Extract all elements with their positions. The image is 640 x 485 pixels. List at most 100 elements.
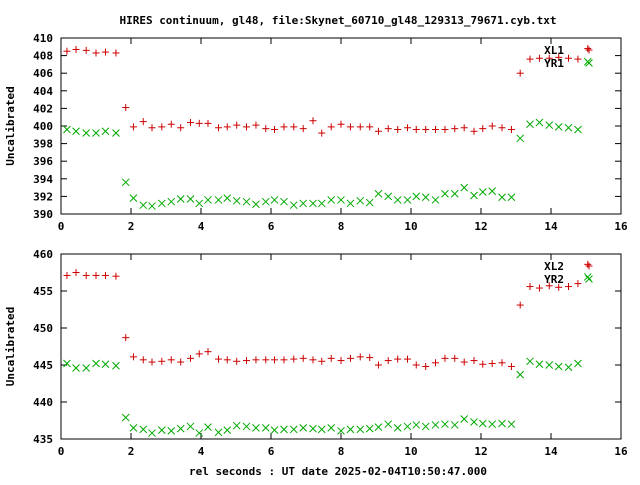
data-point — [545, 282, 553, 290]
data-point — [289, 425, 298, 434]
data-point — [176, 424, 185, 433]
data-point — [327, 123, 335, 131]
data-point — [101, 271, 109, 279]
data-point — [384, 192, 393, 201]
y-tick-label: 392 — [33, 190, 53, 203]
legend-label-yr2: YR2 — [544, 273, 564, 286]
x-tick-label: 14 — [544, 445, 558, 458]
x-tick-label: 4 — [198, 445, 205, 458]
data-point — [122, 334, 130, 342]
data-point — [63, 271, 71, 279]
x-tick-label: 10 — [404, 445, 417, 458]
data-point — [374, 423, 383, 432]
data-point — [526, 357, 534, 366]
series-xl1 — [63, 45, 592, 137]
data-point — [535, 118, 544, 127]
y-tick-label: 402 — [33, 102, 53, 115]
data-point — [535, 54, 543, 62]
data-point — [148, 429, 156, 437]
data-point — [498, 419, 506, 428]
y-tick-label: 440 — [33, 396, 53, 409]
data-point — [432, 359, 439, 367]
data-point — [101, 360, 110, 369]
data-point — [92, 359, 100, 368]
data-point — [317, 425, 326, 434]
data-point — [187, 118, 194, 126]
data-point — [157, 199, 166, 208]
data-point — [516, 134, 525, 143]
data-point — [432, 126, 439, 134]
data-point — [204, 348, 212, 356]
data-point — [470, 418, 478, 426]
data-point — [507, 193, 516, 202]
data-point — [404, 355, 411, 363]
data-point — [299, 199, 308, 208]
y-axis-label: Uncalibrated — [4, 86, 17, 165]
x-tick-label: 4 — [198, 220, 205, 233]
data-point — [346, 199, 355, 208]
data-point — [232, 196, 241, 205]
legend-marker-yr1 — [585, 59, 593, 67]
data-point — [280, 356, 288, 364]
data-point — [526, 120, 534, 129]
data-point — [129, 123, 137, 131]
data-point — [337, 427, 345, 435]
y-tick-label: 410 — [33, 32, 53, 45]
data-point — [252, 200, 260, 209]
data-point — [215, 355, 222, 363]
data-point — [195, 429, 204, 437]
data-point — [186, 422, 195, 431]
x-tick-label: 8 — [338, 445, 345, 458]
data-point — [412, 126, 420, 134]
x-tick-label: 2 — [128, 445, 135, 458]
data-point — [374, 189, 383, 198]
legend-marker-yr2 — [585, 275, 593, 283]
legend-marker-xl1 — [585, 46, 593, 54]
data-point — [441, 126, 449, 134]
data-point — [252, 424, 260, 432]
data-point — [242, 197, 251, 206]
data-point — [214, 196, 223, 204]
data-point — [404, 124, 411, 132]
data-point — [488, 187, 497, 195]
data-point — [112, 49, 120, 57]
data-point — [243, 357, 250, 365]
data-point — [72, 45, 80, 53]
data-point — [516, 69, 524, 77]
data-point — [488, 122, 496, 130]
y-tick-label: 390 — [33, 208, 53, 221]
data-point — [63, 125, 71, 134]
data-point — [72, 364, 80, 372]
data-point — [478, 419, 487, 428]
data-point — [223, 356, 231, 364]
data-point — [270, 426, 279, 434]
data-point — [374, 127, 382, 135]
data-point — [337, 120, 345, 128]
data-point — [139, 356, 147, 364]
data-point — [299, 125, 307, 133]
data-point — [82, 46, 90, 54]
data-point — [318, 129, 326, 137]
y-tick-label: 450 — [33, 322, 53, 335]
data-point — [507, 362, 515, 370]
data-point — [158, 357, 166, 365]
data-point — [186, 195, 195, 203]
data-point — [394, 126, 402, 134]
x-tick-label: 10 — [404, 220, 417, 233]
legend-label-yr1: YR1 — [544, 57, 564, 70]
data-point — [309, 424, 317, 433]
data-point — [176, 195, 185, 203]
data-point — [441, 420, 449, 429]
data-point — [356, 196, 365, 205]
data-point — [299, 354, 307, 362]
data-point — [252, 121, 260, 129]
data-point — [422, 126, 430, 134]
data-point — [177, 124, 185, 132]
data-point — [583, 273, 592, 281]
data-point — [82, 271, 90, 279]
data-point — [394, 355, 402, 363]
data-point — [233, 357, 241, 365]
data-point — [112, 272, 120, 280]
